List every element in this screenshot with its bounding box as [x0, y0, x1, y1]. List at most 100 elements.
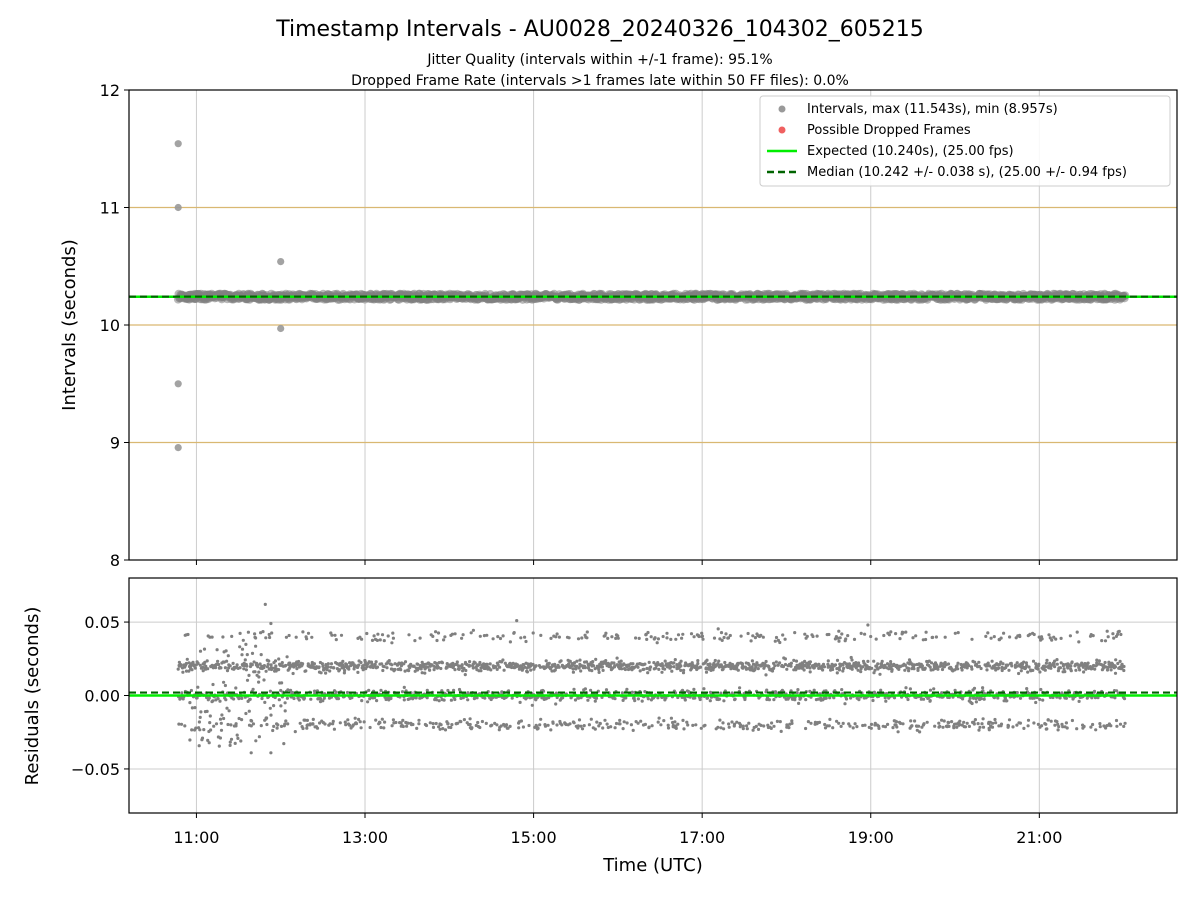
- residual-point: [937, 721, 941, 725]
- residual-point: [390, 641, 394, 645]
- residual-point: [554, 691, 559, 695]
- residual-point: [754, 665, 758, 669]
- residual-point: [466, 691, 470, 695]
- residual-point: [794, 668, 798, 672]
- residual-point: [181, 670, 185, 674]
- residual-point: [1085, 696, 1089, 700]
- residual-point: [510, 665, 514, 670]
- residual-point: [679, 664, 683, 668]
- residual-point: [681, 671, 686, 675]
- residual-point: [907, 669, 911, 673]
- residual-point: [694, 723, 698, 727]
- residual-point: [724, 632, 728, 636]
- residual-point: [378, 638, 382, 642]
- residual-point: [705, 696, 710, 700]
- residual-point: [1055, 658, 1059, 662]
- residual-point: [597, 667, 601, 672]
- residual-point: [797, 701, 801, 706]
- residuals-y-axis: −0.050.000.05: [71, 613, 129, 779]
- residuals-expected-median: [129, 691, 1177, 697]
- legend-intervals-label: Intervals, max (11.543s), min (8.957s): [807, 102, 1058, 117]
- residual-point: [375, 638, 379, 643]
- residual-point: [761, 635, 765, 639]
- residual-point: [703, 723, 707, 727]
- residual-point: [386, 634, 390, 638]
- residual-point: [1057, 725, 1061, 729]
- residual-point: [376, 632, 380, 636]
- residual-point: [525, 696, 529, 700]
- residual-point: [435, 698, 439, 702]
- residual-point: [990, 659, 994, 663]
- residual-point: [428, 721, 432, 725]
- residual-point: [915, 728, 919, 732]
- residual-point: [894, 632, 898, 636]
- residual-point: [726, 636, 731, 640]
- residual-point: [1055, 720, 1059, 724]
- residual-point: [512, 631, 516, 635]
- residual-point: [180, 691, 184, 695]
- residual-point: [718, 718, 722, 722]
- residual-point: [234, 722, 238, 726]
- residual-point: [928, 688, 933, 692]
- residual-point: [320, 662, 324, 666]
- residual-point: [763, 663, 767, 667]
- residual-point: [427, 668, 432, 672]
- residual-point: [1006, 663, 1010, 667]
- residual-point: [827, 724, 831, 728]
- residual-point: [802, 668, 806, 672]
- residual-point: [894, 720, 899, 724]
- residual-point: [712, 636, 717, 640]
- residual-point: [572, 721, 576, 725]
- residual-point: [1040, 637, 1044, 641]
- residual-point: [283, 722, 287, 726]
- residual-point: [254, 644, 258, 648]
- residual-point: [373, 696, 377, 700]
- residual-point: [452, 688, 456, 692]
- residual-point: [298, 721, 302, 725]
- residual-point: [238, 645, 242, 649]
- residual-point: [640, 699, 644, 703]
- residual-point: [189, 664, 193, 668]
- residual-point: [613, 726, 617, 730]
- residual-point: [455, 660, 459, 664]
- residual-point: [457, 664, 461, 668]
- residual-point: [423, 671, 427, 675]
- residual-point: [478, 725, 482, 730]
- residual-point: [953, 688, 957, 692]
- residual-point: [1069, 669, 1073, 673]
- residual-point: [489, 668, 493, 672]
- residual-point: [331, 719, 335, 724]
- residual-point: [767, 698, 772, 702]
- residual-point: [367, 688, 371, 693]
- residual-point: [414, 696, 418, 700]
- residual-point: [594, 696, 599, 700]
- residual-point: [451, 661, 455, 665]
- residual-point: [442, 638, 446, 642]
- residual-point: [1105, 629, 1109, 633]
- residual-point: [789, 661, 794, 665]
- residual-point: [698, 665, 703, 669]
- residual-point: [434, 721, 438, 726]
- residual-point: [485, 662, 489, 667]
- residual-point: [970, 637, 974, 641]
- residual-point: [981, 725, 986, 729]
- residual-point: [1045, 658, 1049, 663]
- residual-point: [460, 663, 464, 667]
- residual-point: [346, 718, 350, 722]
- residual-point: [197, 744, 201, 748]
- residual-point: [531, 662, 535, 667]
- residual-point: [309, 697, 313, 701]
- residual-point: [665, 631, 669, 635]
- residual-point: [1094, 728, 1098, 732]
- residual-point: [723, 660, 727, 665]
- residual-point: [928, 699, 932, 703]
- residual-point: [934, 635, 939, 639]
- residual-extreme-point: [269, 751, 273, 755]
- x-tick-label: 21:00: [1016, 828, 1062, 847]
- residual-point: [892, 696, 897, 700]
- residual-point: [356, 670, 360, 675]
- residual-point: [331, 722, 335, 726]
- residual-point: [929, 661, 934, 665]
- residual-point: [849, 655, 853, 660]
- residual-extreme-point: [515, 619, 519, 623]
